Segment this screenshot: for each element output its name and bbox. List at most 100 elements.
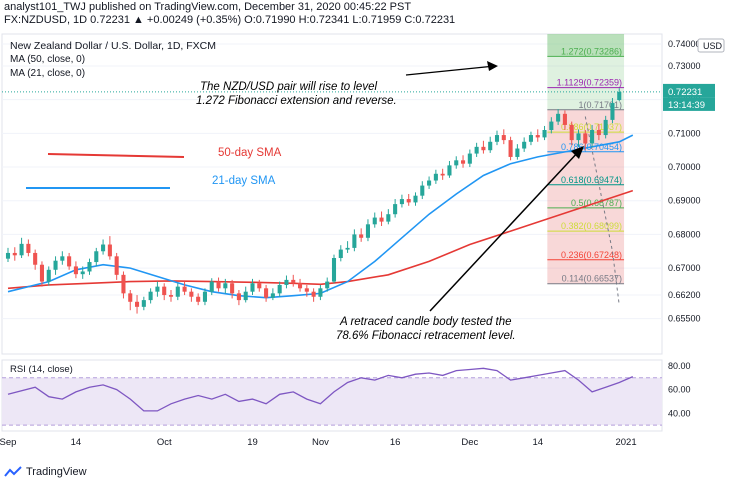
candle-body	[114, 256, 119, 275]
candle-body	[569, 124, 574, 141]
candle-body	[107, 244, 112, 257]
candle-body	[338, 249, 343, 258]
time-tick-label: 14	[532, 437, 543, 448]
candle-body	[284, 279, 289, 285]
time-tick-label: 14	[71, 437, 82, 448]
candle-body	[617, 91, 622, 101]
candle-body	[223, 283, 228, 289]
candle-body	[73, 266, 78, 275]
target-arrow	[405, 65, 496, 76]
fib-level-label: 1.1129(0.72359)	[557, 78, 622, 88]
fib-level-label: 0.114(0.66537)	[562, 274, 622, 284]
candle-body	[406, 199, 411, 203]
candle-body	[386, 214, 391, 222]
price-tick-label: 0.67000	[668, 263, 701, 273]
annotation-retrace-line1: A retraced candle body tested the	[339, 316, 512, 328]
candle-body	[121, 274, 126, 294]
time-tick-label: 2021	[615, 437, 636, 448]
candle-body	[413, 195, 418, 203]
candle-body	[576, 133, 581, 141]
candle-body	[372, 217, 377, 225]
candle-body	[420, 185, 425, 196]
ohlc-line: FX:NZDUSD, 1D 0.72231 ▲ +0.00249 (+0.35%…	[4, 14, 456, 26]
price-tick-label: 0.74000	[668, 39, 701, 49]
fib-level-label: 0.618(0.69474)	[561, 175, 622, 185]
ma21-line	[7, 134, 634, 299]
ma50-legend-line	[47, 153, 185, 158]
candle-body	[535, 135, 540, 138]
candle-body	[311, 291, 316, 297]
candle-body	[230, 283, 235, 294]
candle-body	[549, 121, 554, 130]
time-tick-label: Nov	[312, 437, 329, 448]
fib-extension-zone-lower	[547, 56, 625, 110]
candle-body	[182, 286, 187, 292]
countdown-badge	[663, 97, 715, 111]
candle-body	[433, 173, 438, 181]
time-axis: Sep 14 Oct 19 Nov 16 Dec 14 2021	[0, 437, 637, 448]
candle-body	[603, 119, 608, 136]
candle-body	[46, 269, 51, 282]
last-price-badge	[663, 83, 715, 98]
fib-level-label: 0.236(0.67248)	[561, 250, 622, 260]
fib-extension-zone	[547, 34, 625, 57]
ma21-legend-label: 21-day SMA	[212, 175, 276, 187]
candle-body	[365, 224, 370, 238]
candle-body	[440, 173, 445, 176]
candle-body	[325, 281, 330, 289]
candle-body	[562, 113, 567, 125]
annotation-target-line2: 1.272 Fibonacci extension and reverse.	[196, 95, 397, 107]
candle-body	[175, 286, 180, 297]
ma50-indicator-label: MA (50, close, 0)	[10, 54, 85, 65]
candle-body	[243, 291, 248, 301]
price-tick-label: 0.71000	[668, 128, 701, 138]
candle-body	[101, 244, 106, 252]
candle-body	[447, 165, 452, 176]
candle-body	[257, 283, 262, 289]
candle-body	[141, 300, 146, 307]
tradingview-logo-icon	[4, 466, 22, 477]
countdown-label: 13:14:39	[668, 100, 705, 111]
fib-level-label: 1.272(0.73286)	[561, 46, 622, 56]
candle-body	[467, 153, 472, 164]
candle-body	[515, 148, 520, 157]
retrace-arrow	[429, 149, 581, 312]
candle-body	[556, 113, 561, 122]
rsi-band	[2, 377, 662, 426]
candle-body	[202, 291, 207, 302]
rsi-tick-label: 60.00	[668, 385, 691, 395]
candle-body	[277, 284, 282, 294]
candle-body	[264, 288, 269, 298]
candle-body	[12, 252, 17, 256]
candle-body	[590, 130, 595, 144]
annotation-retrace-line2: 78.6% Fibonacci retracement level.	[336, 330, 516, 342]
candle-body	[304, 288, 309, 292]
candle-body	[5, 252, 11, 259]
candle-body	[148, 291, 153, 301]
chart-title: New Zealand Dollar / U.S. Dollar, 1D, FX…	[10, 40, 216, 52]
price-tick-label: 0.65500	[668, 314, 701, 324]
candle-body	[318, 288, 323, 297]
ma50-legend-label: 50-day SMA	[218, 147, 282, 159]
candle-body	[345, 247, 350, 250]
candle-body	[94, 251, 99, 263]
last-price-label: 0.72231	[668, 87, 702, 98]
candle-body	[359, 234, 364, 238]
candle-body	[270, 293, 275, 298]
rsi-panel: 40.00 60.00 80.00 RSI (14, close)	[1, 359, 691, 432]
time-tick-label: 19	[247, 437, 258, 448]
candle-body	[196, 296, 201, 302]
candle-body	[481, 146, 486, 151]
price-tick-label: 0.69000	[668, 196, 701, 206]
price-tick-label: 0.70000	[668, 162, 701, 172]
price-chart[interactable]: 0.65500 0.66200 0.67000 0.68000 0.69000 0.700…	[0, 28, 740, 462]
candle-body	[67, 256, 72, 267]
fib-level-label: 1(0.71701)	[578, 100, 622, 110]
candle-body	[216, 281, 221, 289]
footer: TradingView	[4, 464, 87, 480]
price-tick-label: 0.66200	[668, 290, 701, 300]
candle-body	[542, 130, 547, 138]
candle-body	[168, 295, 174, 297]
candle-body	[508, 140, 513, 157]
candle-body	[189, 291, 194, 297]
